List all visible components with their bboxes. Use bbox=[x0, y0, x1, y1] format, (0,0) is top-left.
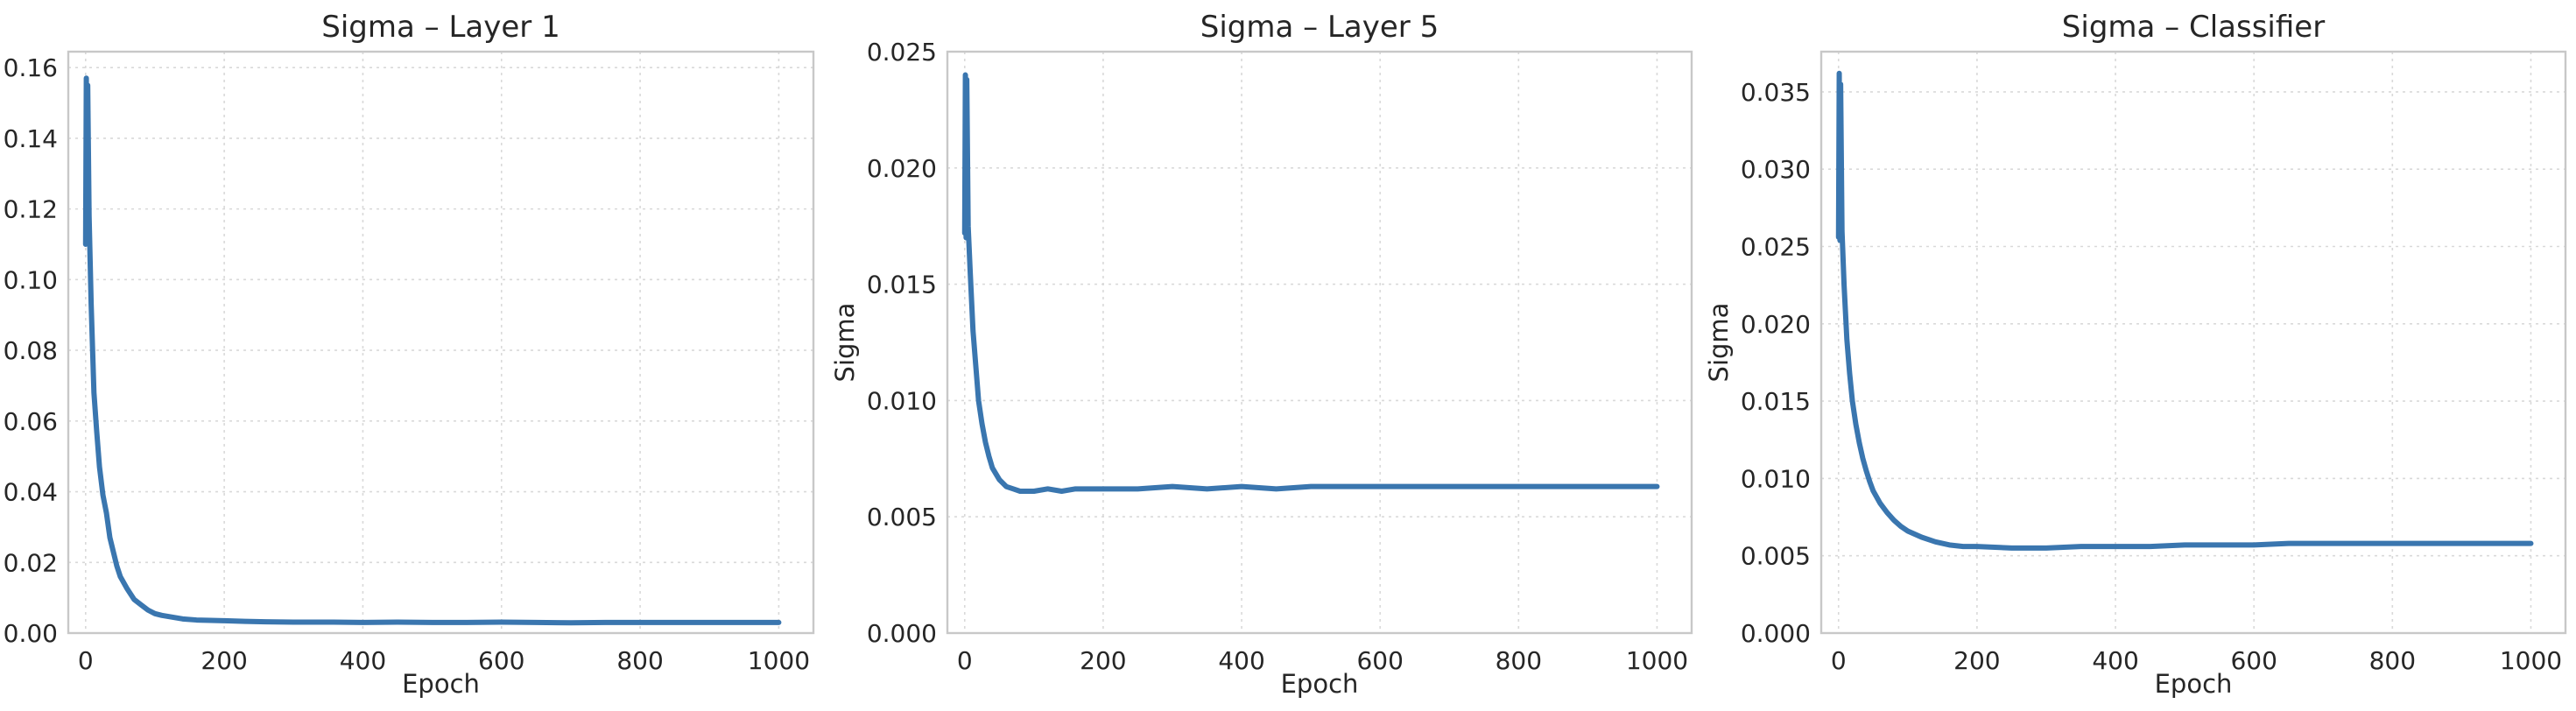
x-axis-label: Epoch bbox=[1281, 669, 1359, 699]
sigma-series-line bbox=[961, 72, 1660, 494]
x-tick-label: 0 bbox=[957, 646, 973, 675]
y-tick-label: 0.08 bbox=[4, 336, 58, 365]
chart-panel-classifier: 0.000 0.005 0.010 0.015 0.020 0.025 0.030 0.035… bbox=[1704, 10, 2567, 699]
y-tick-label: 0.00 bbox=[4, 619, 58, 648]
y-tick-label: 0.06 bbox=[4, 407, 58, 436]
x-tick-label: 800 bbox=[616, 646, 663, 675]
y-tick-label: 0.000 bbox=[867, 619, 937, 648]
y-tick-label: 0.14 bbox=[4, 124, 58, 153]
x-tick-label: 200 bbox=[201, 646, 247, 675]
y-tick-label: 0.12 bbox=[4, 195, 58, 224]
chart-title: Sigma – Layer 5 bbox=[1200, 10, 1439, 45]
y-axis-label: Sigma bbox=[1704, 303, 1734, 383]
x-axis-label: Epoch bbox=[2155, 669, 2233, 699]
y-tick-label: 0.015 bbox=[867, 271, 937, 299]
x-tick-label: 800 bbox=[2369, 646, 2416, 675]
x-tick-label: 400 bbox=[340, 646, 386, 675]
x-tick-label: 1000 bbox=[1626, 646, 1688, 675]
x-tick-label: 200 bbox=[1953, 646, 2000, 675]
x-tick-label: 1000 bbox=[748, 646, 810, 675]
y-tick-label: 0.005 bbox=[1741, 542, 1811, 571]
chart-title: Sigma – Classifier bbox=[2062, 10, 2325, 45]
plot-frame bbox=[946, 50, 1693, 635]
x-tick-label: 600 bbox=[478, 646, 524, 675]
y-tick-label: 0.030 bbox=[1741, 155, 1811, 184]
y-tick-label: 0.005 bbox=[867, 503, 937, 531]
y-tick-label: 0.02 bbox=[4, 548, 58, 577]
y-tick-label: 0.010 bbox=[867, 386, 937, 415]
x-tick-label: 600 bbox=[2230, 646, 2277, 675]
x-tick-label: 0 bbox=[78, 646, 94, 675]
x-tick-label: 200 bbox=[1080, 646, 1126, 675]
x-axis-label: Epoch bbox=[402, 669, 480, 699]
plot-frame bbox=[67, 50, 815, 635]
chart-panel-layer-1: 0.00 0.02 0.04 0.06 0.08 0.10 0.12 0.14 0.16 0 200… bbox=[4, 10, 815, 699]
plot-frame bbox=[1819, 50, 2567, 635]
y-tick-label: 0.025 bbox=[1741, 233, 1811, 262]
y-tick-label: 0.035 bbox=[1741, 78, 1811, 107]
y-tick-label: 0.04 bbox=[4, 478, 58, 507]
y-tick-label: 0.020 bbox=[1741, 310, 1811, 339]
sigma-series-line bbox=[82, 75, 782, 626]
y-tick-label: 0.16 bbox=[4, 53, 58, 82]
y-tick-label: 0.020 bbox=[867, 154, 937, 183]
x-tick-label: 400 bbox=[2092, 646, 2138, 675]
x-tick-label: 0 bbox=[1831, 646, 1847, 675]
y-tick-label: 0.010 bbox=[1741, 464, 1811, 493]
x-tick-label: 600 bbox=[1356, 646, 1403, 675]
y-tick-label: 0.025 bbox=[867, 38, 937, 67]
y-tick-label: 0.000 bbox=[1741, 619, 1811, 648]
x-tick-label: 1000 bbox=[2500, 646, 2562, 675]
chart-title: Sigma – Layer 1 bbox=[321, 10, 560, 45]
y-tick-label: 0.015 bbox=[1741, 387, 1811, 416]
x-tick-label: 800 bbox=[1496, 646, 1542, 675]
chart-panel-layer-5: 0.000 0.005 0.010 0.015 0.020 0.025 0 200 400 600… bbox=[830, 10, 1693, 699]
x-tick-label: 400 bbox=[1218, 646, 1264, 675]
y-tick-label: 0.10 bbox=[4, 265, 58, 294]
y-axis-label: Sigma bbox=[830, 303, 860, 383]
sigma-series-line bbox=[1835, 70, 2534, 551]
